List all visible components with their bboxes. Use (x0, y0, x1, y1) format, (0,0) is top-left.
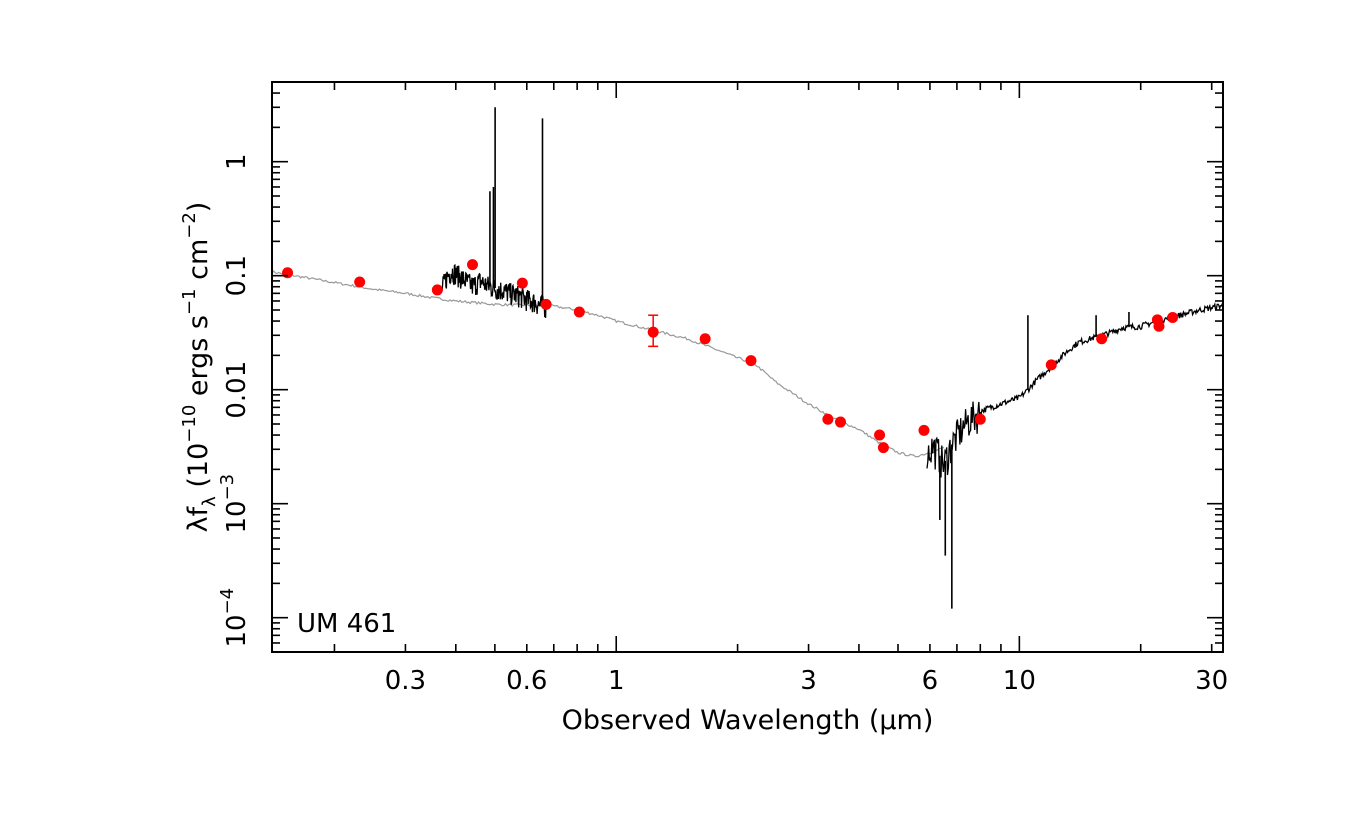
y-axis-label: λfλ (10−10 ergs s−1 cm−2) (179, 202, 220, 533)
y-tick-mantissa: 10 (222, 614, 252, 647)
data-point (516, 277, 528, 289)
data-point (1153, 320, 1165, 332)
y-axis-label-sub: λ (199, 496, 220, 507)
y-axis-label-mid2: cm (183, 239, 214, 289)
y-tick-label: 1 (222, 153, 252, 170)
data-point (647, 326, 659, 338)
object-label: UM 461 (297, 609, 396, 639)
model-curve (271, 270, 945, 458)
y-axis-label-base: λf (183, 505, 214, 532)
data-point (745, 355, 757, 367)
y-tick-label: 10−4 (217, 588, 252, 648)
x-tick-label: 6 (922, 666, 939, 696)
x-tick-label: 3 (800, 666, 817, 696)
y-tick-exponent: −3 (217, 474, 238, 501)
x-tick-label: 10 (1003, 666, 1036, 696)
data-point (540, 298, 552, 310)
plot-frame (271, 81, 1224, 653)
x-tick-label: 0.6 (506, 666, 547, 696)
model-curve-group (271, 270, 945, 458)
x-tick-label: 30 (1195, 666, 1228, 696)
data-point (699, 333, 711, 345)
mir-spectrum-line (926, 301, 1224, 478)
x-axis-label: Observed Wavelength (μm) (562, 705, 934, 736)
y-axis-label-exp1: −10 (179, 405, 200, 443)
y-tick-label-text: 0.01 (222, 361, 252, 419)
y-tick-label-text: 1 (222, 153, 252, 170)
data-point (1167, 311, 1179, 323)
data-point (573, 306, 585, 318)
axis-ticks (272, 81, 1223, 653)
data-point (431, 284, 443, 296)
data-point (1096, 333, 1108, 345)
y-tick-label-text: 10−3 (217, 474, 252, 534)
y-tick-mantissa: 0.1 (222, 255, 252, 296)
spectrum-group (441, 107, 1224, 609)
data-point (354, 276, 366, 288)
photometry-group (282, 259, 1179, 454)
data-point (974, 413, 986, 425)
y-tick-exponent: −4 (217, 588, 238, 615)
x-tick-labels: 0.3 0.6 1 3 6 10 30 (385, 666, 1228, 696)
data-point (822, 413, 834, 425)
y-tick-label-text: 0.1 (222, 255, 252, 296)
y-tick-labels: 10−410−30.010.11 (217, 153, 252, 647)
x-tick-label: 0.3 (385, 666, 426, 696)
data-point (834, 416, 846, 428)
y-axis-label-open: (10 (183, 443, 214, 496)
y-tick-label: 0.1 (222, 255, 252, 296)
data-point (466, 259, 478, 271)
data-point (877, 442, 889, 454)
y-tick-label: 10−3 (217, 474, 252, 534)
data-point (282, 267, 294, 279)
y-axis-label-close: ) (183, 202, 214, 213)
y-tick-label: 0.01 (222, 361, 252, 419)
y-tick-mantissa: 0.01 (222, 361, 252, 419)
y-tick-label-text: 10−4 (217, 588, 252, 648)
data-point (1045, 359, 1057, 371)
y-axis-label-mid: ergs s (183, 315, 214, 405)
y-tick-mantissa: 1 (222, 153, 252, 170)
data-point (918, 424, 930, 436)
y-axis-label-exp2: −1 (179, 288, 200, 315)
data-point (874, 429, 886, 441)
y-tick-mantissa: 10 (222, 500, 252, 533)
y-axis-label-exp3: −2 (179, 212, 200, 239)
x-tick-label: 1 (608, 666, 625, 696)
